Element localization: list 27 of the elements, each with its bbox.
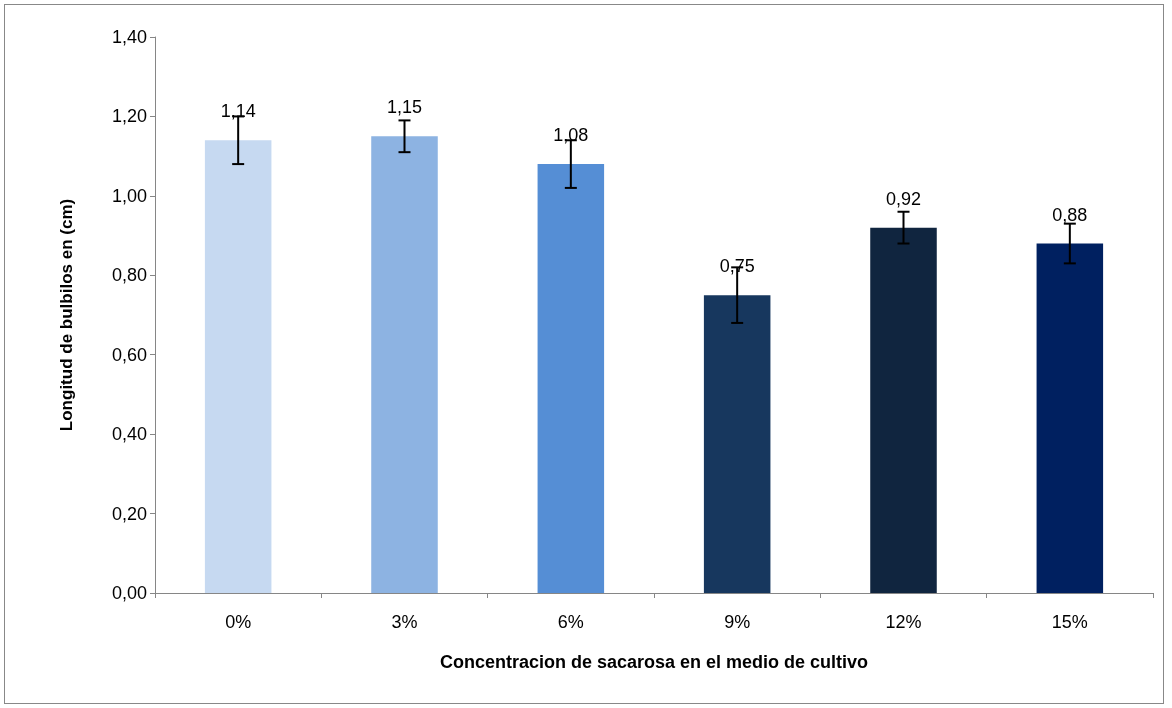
x-tick-label: 0% — [225, 612, 252, 632]
x-tick-label: 6% — [557, 612, 584, 632]
bar — [703, 295, 771, 593]
x-tick-label: 3% — [391, 612, 418, 632]
bar — [371, 136, 438, 593]
x-tick-label: 12% — [885, 612, 922, 632]
x-tick-label: 15% — [1051, 612, 1088, 632]
bar — [204, 140, 272, 593]
y-tick-label: 1,20 — [111, 106, 147, 127]
y-tick-label: 1,40 — [111, 27, 147, 47]
data-label: 0,88 — [1052, 204, 1088, 225]
y-tick-label: 0,80 — [111, 265, 147, 286]
y-tick-label: 0,20 — [111, 503, 147, 524]
bar — [537, 164, 605, 593]
data-label: 0,92 — [885, 188, 922, 209]
y-tick-label: 0,00 — [111, 583, 147, 603]
data-label: 1,08 — [553, 125, 589, 146]
data-label: 1,15 — [386, 97, 423, 118]
data-label: 0,75 — [719, 256, 755, 277]
y-axis-title: Longitud de bulbilos en (cm) — [57, 198, 76, 432]
y-tick-label: 0,60 — [111, 344, 147, 365]
y-tick-label: 1,00 — [111, 185, 147, 206]
bar — [870, 227, 937, 593]
x-tick-label: 9% — [724, 612, 751, 632]
y-tick-label: 0,40 — [111, 424, 147, 445]
bar — [1036, 243, 1104, 593]
x-axis-title: Concentracion de sacarosa en el medio de cultivo — [439, 652, 869, 672]
